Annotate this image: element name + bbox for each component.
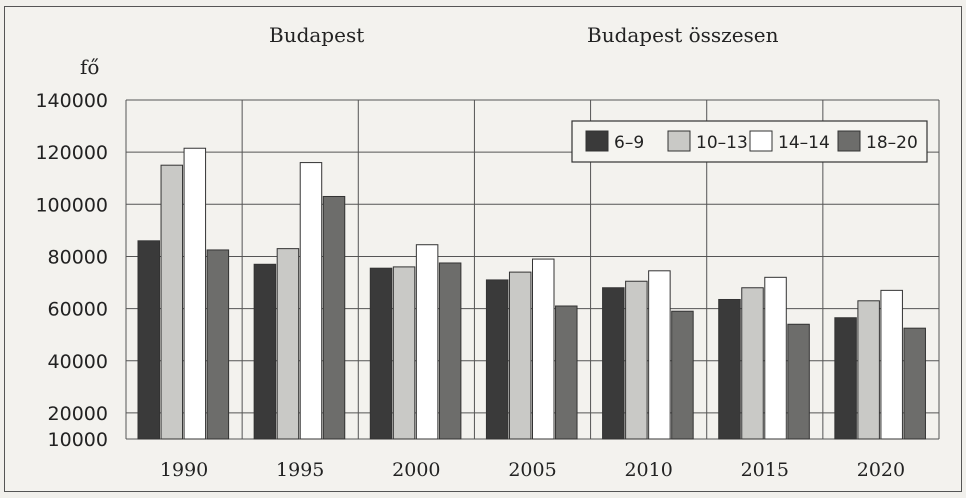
bar-14-14-2000 — [415, 244, 439, 440]
bar-18-20-2010 — [671, 310, 694, 440]
legend-swatch — [749, 130, 773, 152]
x-tick-label: 1995 — [276, 459, 324, 481]
x-tick-label: 2000 — [392, 459, 440, 481]
bar-14-14-1995 — [299, 162, 323, 440]
bar-14-14-2005 — [532, 258, 555, 440]
y-tick-label: 100000 — [35, 194, 108, 216]
bar-6-9-2005 — [485, 279, 509, 440]
bar-14-14-2015 — [764, 276, 787, 440]
legend-label: 18–20 — [866, 133, 918, 153]
bar-6-9-2010 — [602, 287, 625, 440]
bar-18-20-2020 — [903, 327, 926, 440]
y-tick-label: 10000 — [48, 429, 108, 451]
legend-swatch — [837, 130, 861, 152]
bar-14-14-1990 — [183, 147, 207, 440]
x-tick-label: 2005 — [508, 459, 556, 481]
bar-10-13-2015 — [741, 287, 764, 440]
legend-label: 10–13 — [696, 133, 748, 153]
y-axis-label: fő — [80, 55, 99, 79]
x-tick-label: 2015 — [741, 459, 789, 481]
legend-swatch — [585, 130, 609, 152]
bar-6-9-1990 — [137, 240, 160, 440]
chart-title: Budapest — [269, 23, 364, 47]
x-axis-ticks: 1990 1995 2000 2005 2010 2015 2020 — [160, 459, 905, 481]
bar-6-9-2015 — [718, 298, 741, 440]
bars — [137, 147, 926, 440]
x-tick-label: 2020 — [857, 459, 905, 481]
bar-6-9-2000 — [369, 267, 393, 440]
bar-18-20-1990 — [206, 249, 230, 440]
bar-10-13-2010 — [625, 280, 648, 440]
bar-10-13-2000 — [392, 266, 416, 440]
y-tick-label: 120000 — [35, 142, 108, 164]
bar-10-13-1995 — [276, 248, 300, 440]
bar-10-13-2005 — [508, 271, 532, 440]
legend-swatch — [667, 130, 691, 152]
legend-label: 14–14 — [778, 133, 830, 153]
bar-14-14-2020 — [880, 289, 903, 440]
bar-14-14-2010 — [648, 270, 671, 440]
bar-18-20-2000 — [438, 262, 462, 440]
legend-label: 6–9 — [614, 133, 644, 153]
bar-6-9-2020 — [834, 317, 857, 440]
bar-18-20-2015 — [787, 323, 810, 440]
bar-10-13-2020 — [857, 300, 880, 440]
y-axis-ticks: 10000 20000 40000 60000 80000 100000 120000 140… — [35, 90, 108, 451]
y-tick-label: 140000 — [35, 90, 108, 112]
bar-18-20-2005 — [555, 305, 578, 440]
bar-18-20-1995 — [322, 195, 346, 440]
y-tick-label: 80000 — [48, 246, 108, 268]
legend: 6–9 10–13 14–14 18–20 — [571, 120, 928, 163]
y-tick-label: 60000 — [48, 299, 108, 321]
chart-subtitle: Budapest összesen — [587, 23, 779, 47]
x-tick-label: 1990 — [160, 459, 208, 481]
bar-10-13-1990 — [160, 164, 184, 440]
x-tick-label: 2010 — [624, 459, 672, 481]
y-tick-label: 20000 — [48, 403, 108, 425]
bar-6-9-1995 — [253, 263, 277, 440]
y-tick-label: 40000 — [48, 351, 108, 373]
